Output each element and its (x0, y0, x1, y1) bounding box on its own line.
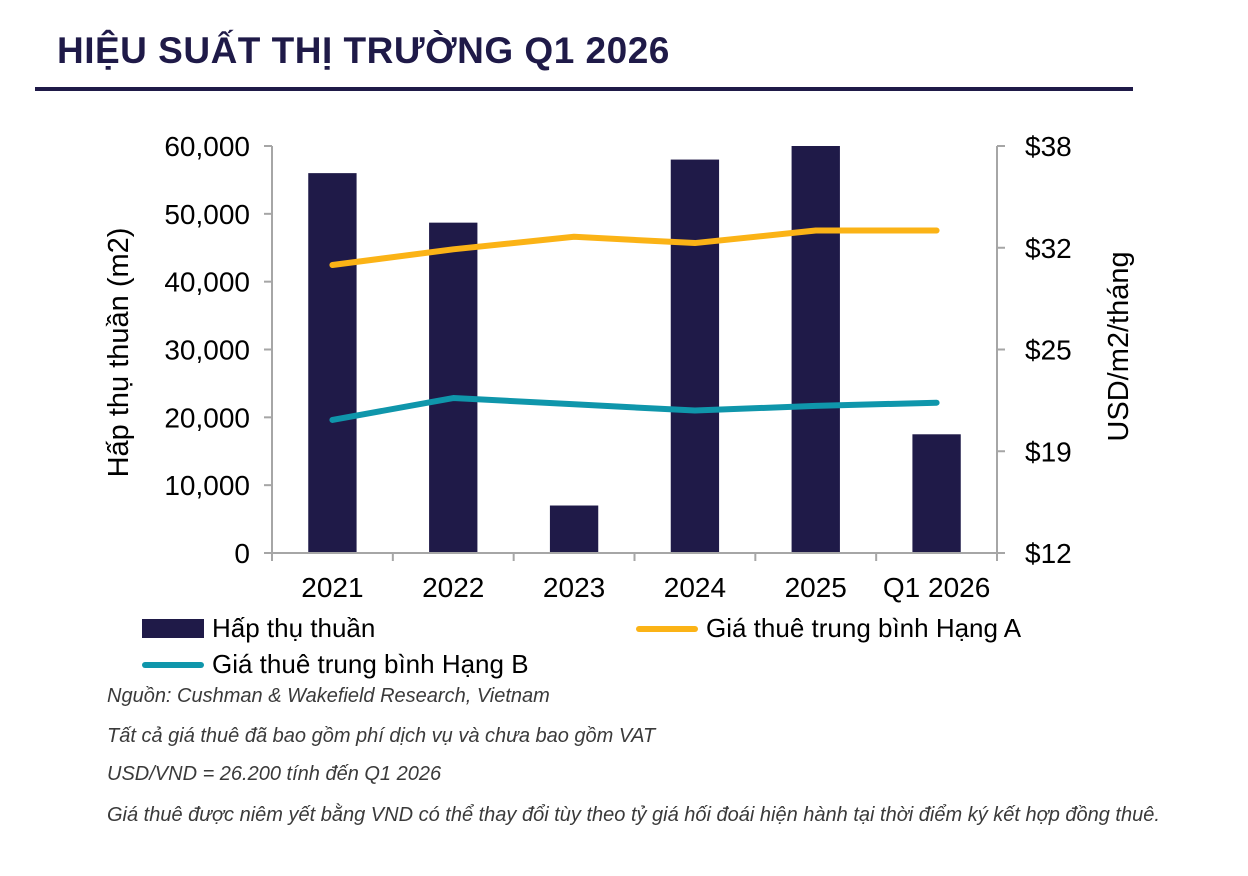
left-tick-label: 30,000 (164, 335, 250, 366)
grade-b-rent-line-point (331, 419, 333, 421)
bar-2024 (670, 159, 720, 554)
bar-q1-2026 (912, 434, 961, 553)
right-tick-label: $25 (1025, 335, 1072, 366)
absorption-rent-chart: 0 10,000 20,000 30,000 40,000 50,000 60,000 $12… (103, 131, 1135, 603)
bar-2021 (308, 173, 357, 553)
grade-b-rent-line-point (573, 403, 575, 405)
legend-label-grade-a: Giá thuê trung bình Hạng A (706, 613, 1022, 643)
grade-b-rent-line-point (815, 405, 817, 407)
x-tick-label: 2025 (785, 572, 847, 603)
left-tick-label: 20,000 (164, 402, 250, 433)
left-tick-label: 40,000 (164, 267, 250, 298)
grade-a-rent-line-point (573, 236, 575, 238)
grade-b-rent-line-point (452, 397, 454, 399)
grade-a-rent-line-point (815, 230, 817, 232)
x-tick-label: 2021 (301, 572, 363, 603)
grade-b-rent-line (329, 395, 940, 423)
x-tick-label: 2022 (422, 572, 484, 603)
grade-a-rent-line-point (936, 230, 938, 232)
legend-swatch-grade-a (636, 625, 698, 632)
axes-layer (264, 145, 1005, 561)
page-title: HIỆU SUẤT THỊ TRƯỜNG Q1 2026 (57, 30, 670, 71)
legend-item-grade-b: Giá thuê trung bình Hạng B (142, 649, 529, 680)
x-tick-label: 2023 (543, 572, 605, 603)
exchange-rate-note: USD/VND = 26.200 tính đến Q1 2026 (107, 763, 442, 785)
lines-layer (329, 227, 940, 423)
title-divider (35, 87, 1133, 91)
bar-2022 (429, 222, 478, 553)
legend-item-absorption: Hấp thụ thuần (142, 613, 375, 644)
source-note: Nguồn: Cushman & Wakefield Research, Vie… (107, 685, 550, 707)
y-axis-title: Hấp thụ thuần (m2) (103, 228, 135, 478)
left-tick-label: 0 (234, 538, 250, 569)
grade-a-rent-line (329, 227, 940, 268)
bar-2023 (549, 505, 599, 553)
labels-layer: 0 10,000 20,000 30,000 40,000 50,000 60,000 $12… (103, 131, 1135, 603)
right-tick-label: $32 (1025, 233, 1072, 264)
left-tick-label: 60,000 (164, 131, 250, 162)
legend-label-absorption: Hấp thụ thuần (212, 613, 376, 643)
grade-a-rent-line-point (331, 264, 333, 266)
legend-swatch-absorption (142, 619, 204, 638)
grade-a-rent-line-point (694, 242, 696, 244)
legend-label-grade-b: Giá thuê trung bình Hạng B (212, 649, 529, 679)
left-tick-label: 50,000 (164, 199, 250, 230)
grade-a-rent-line-point (452, 248, 454, 250)
legend-item-grade-a: Giá thuê trung bình Hạng A (636, 613, 1021, 644)
x-tick-label: 2024 (664, 572, 726, 603)
legend-swatch-grade-b (142, 661, 204, 668)
grade-b-rent-line-point (694, 410, 696, 412)
right-tick-label: $19 (1025, 436, 1072, 467)
right-tick-label: $38 (1025, 131, 1072, 162)
bars-layer (308, 146, 961, 554)
rent-note: Tất cả giá thuê đã bao gồm phí dịch vụ v… (107, 725, 656, 747)
bar-2025 (791, 146, 840, 553)
pricing-note: Giá thuê được niêm yết bằng VND có thể t… (107, 804, 1160, 826)
grade-b-rent-line-point (936, 402, 938, 404)
left-tick-label: 10,000 (164, 470, 250, 501)
y2-axis-title: USD/m2/tháng (1103, 251, 1135, 441)
x-tick-label: Q1 2026 (883, 572, 990, 603)
right-tick-label: $12 (1025, 538, 1072, 569)
